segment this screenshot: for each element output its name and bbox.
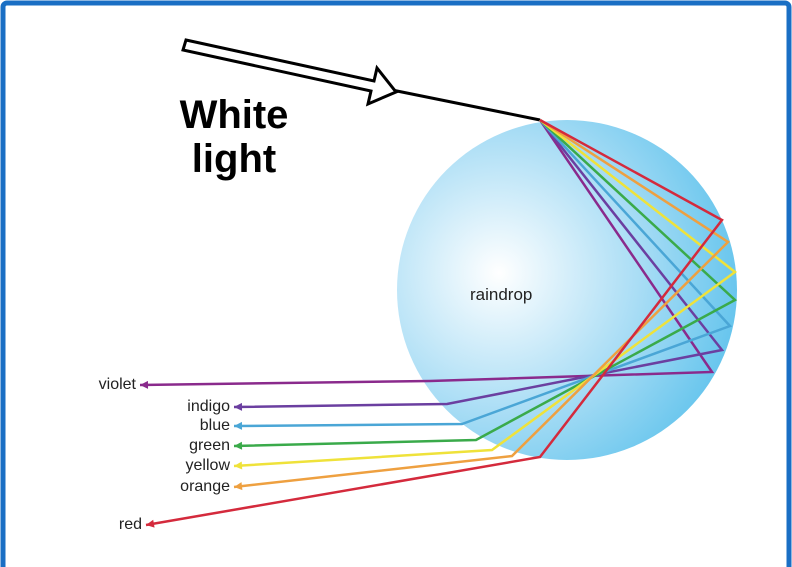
- ray-label: orange: [180, 478, 230, 495]
- ray-label: yellow: [186, 457, 231, 474]
- title-line: light: [192, 137, 276, 181]
- ray-label: indigo: [187, 398, 230, 415]
- raindrop: [397, 120, 737, 460]
- diagram: raindrop White light violet indigo blue gre…: [0, 0, 792, 567]
- ray-label: red: [119, 516, 142, 533]
- ray-label: green: [189, 437, 230, 454]
- ray-label: violet: [99, 376, 137, 393]
- ray-label: blue: [200, 417, 230, 434]
- title-line: White: [180, 93, 289, 137]
- raindrop-label: raindrop: [470, 285, 532, 304]
